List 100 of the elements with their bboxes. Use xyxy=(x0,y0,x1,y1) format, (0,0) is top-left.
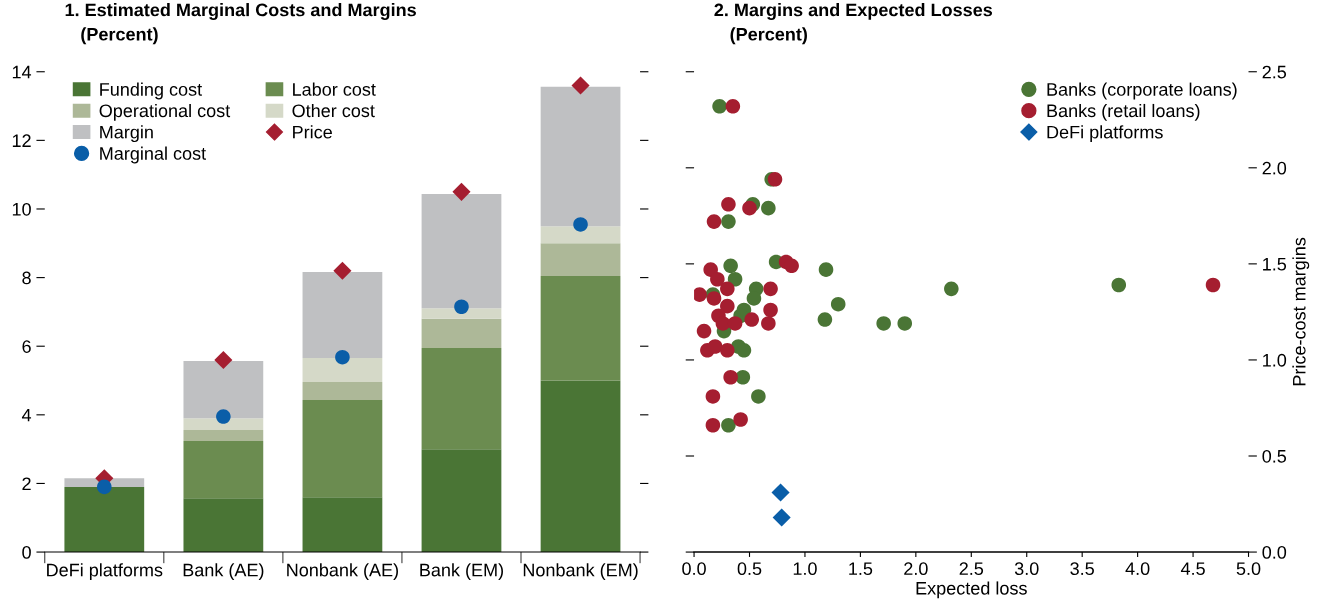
point xyxy=(705,389,721,404)
y2-tick-label: 2.0 xyxy=(1262,161,1287,175)
x-tick-label: 2.5 xyxy=(959,562,984,576)
point xyxy=(736,343,752,358)
point xyxy=(876,316,891,331)
legend-label: Margin xyxy=(100,125,153,143)
x-tick-label: 2.0 xyxy=(904,562,928,576)
point xyxy=(830,296,846,312)
bar xyxy=(302,400,383,498)
x-tick-label: Nonbank (EM) xyxy=(523,563,638,580)
legend-label: Marginal cost xyxy=(100,146,206,164)
y2-tick-label: 1.5 xyxy=(1263,257,1287,271)
point xyxy=(573,217,588,232)
y-tick-label: 4 xyxy=(21,408,32,422)
bar xyxy=(183,498,264,553)
y-tick-label: 0 xyxy=(22,546,31,559)
point xyxy=(571,76,590,95)
x-tick-label: Bank (EM) xyxy=(420,563,503,580)
point xyxy=(720,281,735,297)
point xyxy=(214,350,233,369)
point xyxy=(746,291,762,306)
point xyxy=(897,316,913,331)
point xyxy=(727,316,743,331)
point xyxy=(715,316,731,331)
chart-subtitle: (Percent) xyxy=(730,27,807,45)
bar xyxy=(302,497,383,553)
x-axis-title: Expected loss xyxy=(916,581,1027,599)
bar xyxy=(540,275,621,381)
point xyxy=(742,200,757,216)
point xyxy=(694,287,707,302)
y-tick-label: 6 xyxy=(22,340,31,353)
bar xyxy=(540,226,621,244)
point xyxy=(1111,277,1127,293)
point xyxy=(721,197,736,212)
x-tick-label: Nonbank (AE) xyxy=(287,563,398,580)
point xyxy=(727,271,743,287)
chart-subtitle: (Percent) xyxy=(81,27,158,45)
bar xyxy=(540,380,621,553)
legend-label: Other cost xyxy=(292,103,375,118)
point xyxy=(696,323,712,339)
point xyxy=(761,316,776,331)
point xyxy=(712,99,727,114)
bar xyxy=(421,193,502,309)
point xyxy=(707,339,723,354)
bar xyxy=(302,381,383,401)
point xyxy=(333,261,352,280)
x-tick-label: 4.0 xyxy=(1125,562,1150,576)
y-tick-label: 12 xyxy=(12,134,31,147)
bar xyxy=(183,440,264,499)
x-tick-label: 4.5 xyxy=(1180,562,1205,576)
legend-label: DeFi platforms xyxy=(1047,125,1163,143)
bar xyxy=(183,418,264,430)
legend-label: Banks (corporate loans) xyxy=(1047,82,1237,100)
point xyxy=(706,214,722,229)
chart-title: 1. Estimated Marginal Costs and Margins xyxy=(65,3,416,20)
legend-label: Banks (retail loans) xyxy=(1047,103,1200,121)
point xyxy=(761,200,776,216)
bar xyxy=(183,360,264,419)
point xyxy=(720,343,735,358)
point xyxy=(744,312,760,327)
legend-label: Price xyxy=(293,125,332,139)
point xyxy=(721,214,736,229)
point xyxy=(705,417,721,433)
bar xyxy=(64,486,145,553)
point xyxy=(767,172,783,187)
y-tick-label: 14 xyxy=(12,65,32,79)
x-tick-label: 5.0 xyxy=(1236,562,1261,576)
point xyxy=(710,271,725,287)
chart-title: 2. Margins and Expected Losses xyxy=(714,3,993,20)
bar xyxy=(302,357,383,382)
point xyxy=(818,262,834,277)
x-tick-label: 1.0 xyxy=(793,562,817,576)
point xyxy=(944,281,959,297)
point xyxy=(784,258,799,274)
y-tick-label: 8 xyxy=(22,271,31,285)
point xyxy=(771,483,790,502)
point xyxy=(454,299,469,315)
y2-axis-title: Price-cost margins xyxy=(1292,237,1310,386)
bar xyxy=(183,429,264,441)
x-tick-label: Bank (AE) xyxy=(183,563,264,580)
bar xyxy=(540,86,621,227)
x-tick-label: 3.0 xyxy=(1014,562,1039,576)
legend-label: Operational cost xyxy=(99,103,231,121)
point xyxy=(720,298,735,314)
y2-tick-label: 1.0 xyxy=(1263,353,1287,367)
x-tick-label: 0.5 xyxy=(737,562,762,576)
point xyxy=(772,508,791,527)
point xyxy=(452,182,471,201)
y-tick-label: 2 xyxy=(22,477,31,490)
point xyxy=(706,291,722,306)
x-tick-label: 3.5 xyxy=(1070,562,1094,576)
point xyxy=(723,258,738,274)
bar xyxy=(540,243,621,276)
x-tick-label: 1.5 xyxy=(849,562,873,576)
bar xyxy=(421,308,502,319)
y2-tick-label: 2.5 xyxy=(1262,65,1287,79)
point xyxy=(216,409,231,424)
bar xyxy=(302,272,383,358)
y2-tick-label: 0.0 xyxy=(1262,546,1287,559)
point xyxy=(817,312,833,327)
